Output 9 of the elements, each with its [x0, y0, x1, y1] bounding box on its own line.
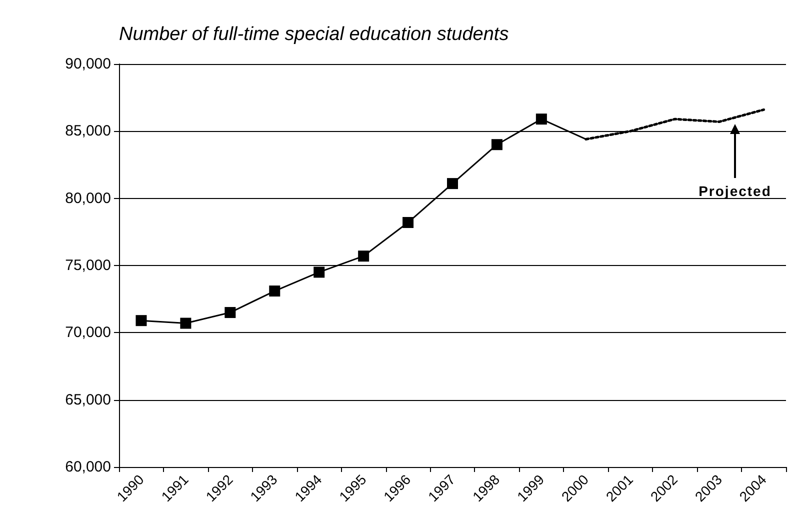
y-tick-label: 85,000: [65, 122, 111, 140]
chart-title: Number of full-time special education students: [119, 24, 510, 45]
y-tick-label: 80,000: [65, 190, 111, 207]
annotation: Projected: [698, 183, 772, 199]
y-tick-label: 65,000: [65, 391, 111, 408]
y-tick-label: 60,000: [65, 458, 111, 476]
y-tick-label: 90,000: [65, 56, 111, 72]
y-tick-label: 75,000: [65, 257, 111, 274]
y-tick-label: 70,000: [65, 324, 111, 342]
